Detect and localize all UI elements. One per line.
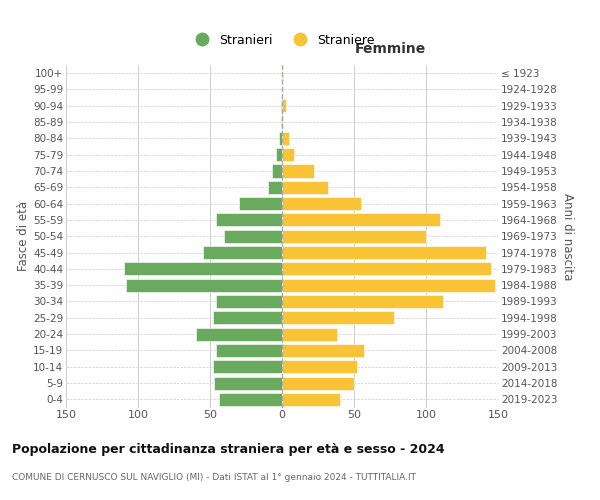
Bar — [282, 197, 361, 210]
Bar — [268, 181, 282, 194]
Bar — [281, 116, 282, 128]
Bar — [282, 376, 354, 390]
Bar — [282, 246, 487, 259]
Bar — [127, 278, 282, 291]
Legend: Stranieri, Straniere: Stranieri, Straniere — [189, 34, 375, 46]
Bar — [216, 344, 282, 357]
Bar — [282, 66, 283, 80]
Bar — [272, 164, 282, 177]
Bar — [282, 230, 426, 243]
Bar — [282, 262, 491, 276]
Bar — [281, 99, 282, 112]
Bar — [239, 197, 282, 210]
Bar — [282, 278, 495, 291]
Bar — [124, 262, 282, 276]
Bar — [279, 132, 282, 145]
Bar — [218, 393, 282, 406]
Bar — [282, 116, 283, 128]
Text: Femmine: Femmine — [355, 42, 425, 56]
Bar — [282, 99, 286, 112]
Bar — [213, 360, 282, 373]
Bar — [282, 132, 289, 145]
Bar — [282, 328, 337, 340]
Bar — [203, 246, 282, 259]
Bar — [276, 148, 282, 161]
Y-axis label: Anni di nascita: Anni di nascita — [561, 192, 574, 280]
Bar — [282, 214, 440, 226]
Bar — [224, 230, 282, 243]
Bar — [282, 295, 443, 308]
Bar — [282, 312, 394, 324]
Bar — [213, 312, 282, 324]
Text: Popolazione per cittadinanza straniera per età e sesso - 2024: Popolazione per cittadinanza straniera p… — [12, 442, 445, 456]
Text: COMUNE DI CERNUSCO SUL NAVIGLIO (MI) - Dati ISTAT al 1° gennaio 2024 - TUTTITALI: COMUNE DI CERNUSCO SUL NAVIGLIO (MI) - D… — [12, 472, 416, 482]
Bar — [282, 181, 328, 194]
Bar — [196, 328, 282, 340]
Bar — [214, 376, 282, 390]
Y-axis label: Fasce di età: Fasce di età — [17, 201, 30, 272]
Bar — [282, 344, 364, 357]
Bar — [216, 295, 282, 308]
Bar — [216, 214, 282, 226]
Bar — [282, 360, 357, 373]
Bar — [282, 393, 340, 406]
Bar — [282, 164, 314, 177]
Bar — [282, 148, 293, 161]
